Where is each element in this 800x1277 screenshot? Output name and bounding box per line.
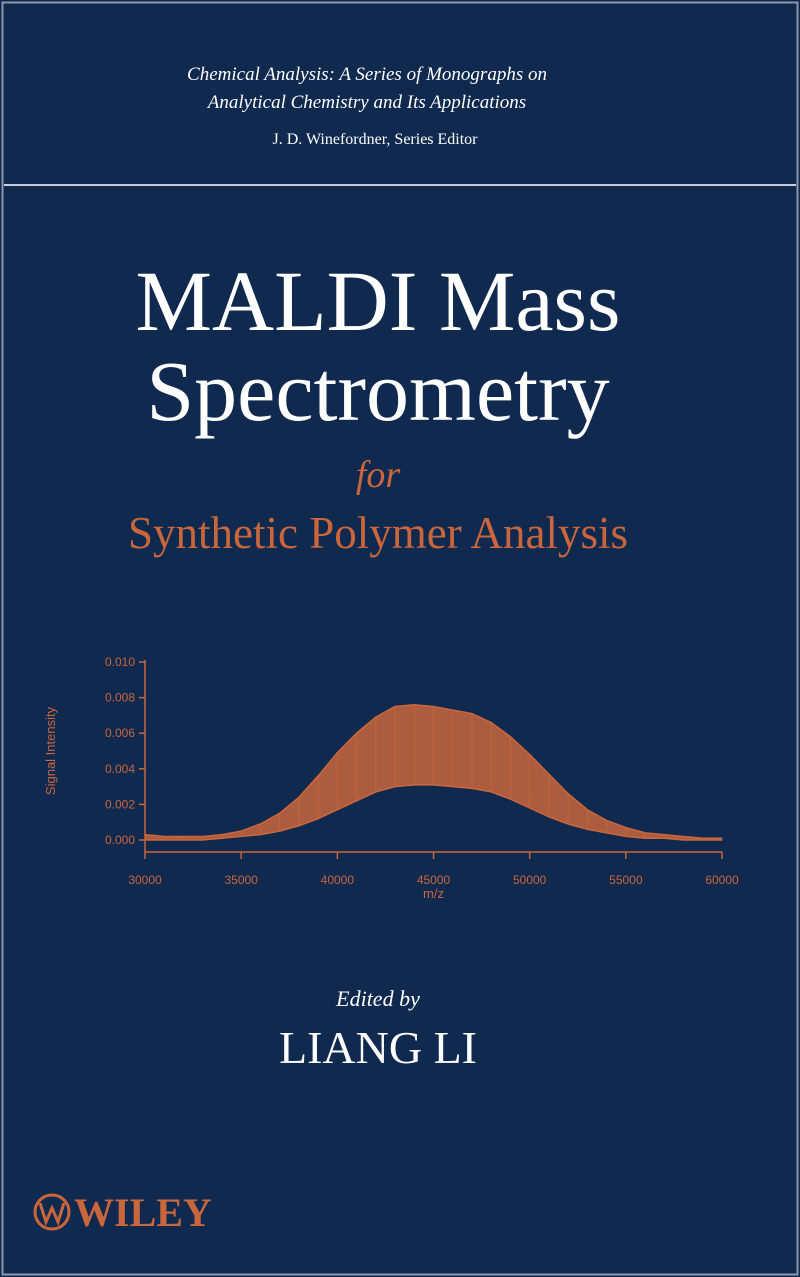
signal-band [452, 709, 473, 789]
editor-name: LIANG LI [279, 1022, 477, 1073]
x-tick-label: 35000 [224, 873, 258, 887]
y-tick-label: 0.000 [105, 833, 135, 847]
logo-emblem [33, 1193, 71, 1231]
logo-mark [38, 1202, 66, 1227]
edited-by: Edited by [335, 986, 420, 1011]
signal-band [471, 713, 492, 793]
publisher-name: WILEY [74, 1190, 212, 1235]
x-tick-label: 50000 [513, 873, 547, 887]
signal-band [375, 705, 396, 793]
signal-band [394, 704, 415, 787]
y-tick-label: 0.006 [105, 726, 135, 740]
x-tick-label: 55000 [609, 873, 643, 887]
series-line: Analytical Chemistry and Its Application… [206, 92, 526, 113]
y-tick-label: 0.010 [105, 655, 135, 669]
signal-band [433, 706, 454, 787]
x-tick-label: 45000 [417, 873, 451, 887]
title-connector: for [356, 454, 401, 496]
series-editor: J. D. Winefordner, Series Editor [272, 131, 478, 148]
y-tick-label: 0.004 [105, 762, 135, 776]
signal-envelope [144, 703, 722, 839]
x-tick-label: 60000 [705, 873, 739, 887]
subtitle: Synthetic Polymer Analysis [128, 508, 628, 558]
title-line: Spectrometry [146, 343, 609, 439]
x-tick-label: 30000 [128, 873, 162, 887]
y-axis-label: Signal Intensity [43, 706, 58, 795]
y-tick-label: 0.008 [105, 691, 135, 705]
title-line: MALDI Mass [136, 253, 621, 349]
x-tick-label: 40000 [321, 873, 355, 887]
publisher-logo: WILEY [33, 1190, 212, 1235]
spectrum-chart: 0.000 0.002 0.004 0.006 0.008 0.010 30000 35000… [43, 655, 739, 901]
signal-band [413, 704, 434, 786]
y-tick-label: 0.002 [105, 797, 135, 811]
x-axis-label: m/z [423, 886, 444, 901]
signal-envelope [145, 784, 722, 841]
series-line: Chemical Analysis: A Series of Monograph… [187, 64, 547, 85]
